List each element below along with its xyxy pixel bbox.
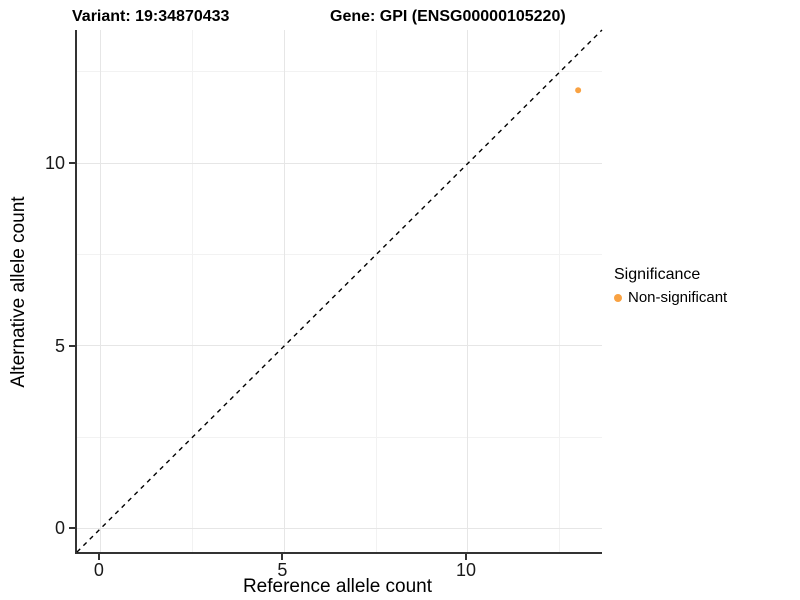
gridline-y-minor: [77, 436, 602, 438]
y-tick-mark: [69, 162, 75, 165]
gridline-y-major: [77, 345, 602, 347]
gridline-y-major: [77, 527, 602, 529]
x-tick-mark: [464, 554, 467, 560]
legend-title: Significance: [614, 266, 701, 283]
x-tick-label: 5: [277, 560, 288, 580]
gridline-x-major: [467, 30, 469, 552]
gridline-y-major: [77, 162, 602, 164]
gridline-y-minor: [77, 253, 602, 255]
legend: Significance Non-significant: [614, 266, 727, 306]
gridline-x-minor: [375, 30, 377, 552]
plot-canvas: [76, 29, 603, 553]
y-tick-label: 5: [54, 335, 65, 356]
legend-items: Non-significant: [614, 289, 727, 306]
x-tick-mark: [281, 554, 284, 560]
gridline-x-major: [283, 30, 285, 552]
gridlines: [77, 30, 602, 552]
y-tick-label: 0: [54, 518, 65, 539]
y-axis-title: Alternative allele count: [8, 196, 29, 388]
x-tick-mark: [97, 554, 100, 560]
y-tick-mark: [69, 344, 75, 347]
y-tick-mark: [69, 527, 75, 530]
data-point: [575, 87, 582, 94]
identity-dashed-line: [76, 29, 603, 553]
x-axis-title: Reference allele count: [242, 576, 433, 597]
gridline-x-major: [100, 30, 102, 552]
gridline-x-minor: [192, 30, 194, 552]
y-tick-label: 10: [44, 153, 65, 174]
plot-title-variant: Variant: 19:34870433: [72, 8, 230, 25]
gridline-x-minor: [559, 30, 561, 552]
gridline-y-minor: [77, 71, 602, 73]
legend-item-label: Non-significant: [628, 289, 728, 306]
x-tick-label: 0: [93, 560, 104, 580]
legend-key-dot: [614, 293, 622, 302]
plot-panel: [75, 29, 603, 554]
plot-title-gene: Gene: GPI (ENSG00000105220): [330, 8, 566, 25]
legend-item: Non-significant: [614, 289, 727, 306]
x-tick-label: 10: [455, 560, 476, 580]
